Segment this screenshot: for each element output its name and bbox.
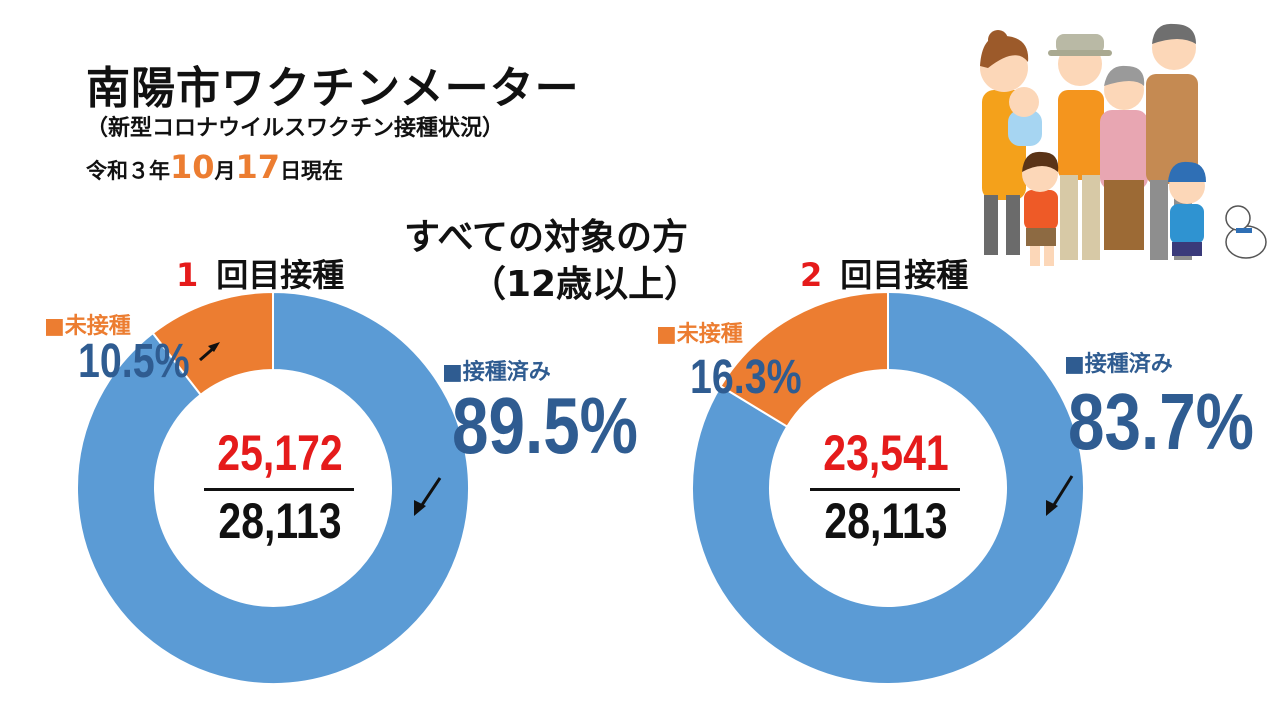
dose2-legend-vaccinated: ■接種済み (1064, 352, 1173, 377)
dose2-vaccinated-slice (691, 290, 1085, 685)
dose1-legend-unvaccinated: ■未接種 (44, 314, 131, 339)
dose2-vaccinated-arrowhead (1046, 500, 1058, 516)
target-age: （12歳以上） (470, 264, 701, 305)
dose2-unvaccinated-slice (719, 290, 889, 429)
date-suffix: 日現在 (280, 159, 344, 183)
dose1-vaccinated-pct: 89.5% (452, 381, 639, 470)
date-day: 17 (235, 148, 281, 186)
dose1-unvaccinated-arrowhead (208, 342, 220, 352)
date-month: 10 (170, 148, 215, 186)
dose2-unvaccinated-pct: 16.3% (690, 351, 802, 404)
dose2-fraction-line (810, 488, 960, 491)
dose1-legend-vaccinated: ■接種済み (442, 360, 551, 385)
dose1-total-count: 28,113 (218, 493, 342, 549)
dose2-legend-unvaccinated: ■未接種 (656, 322, 743, 347)
dose1-number: 1 (176, 256, 199, 294)
target-heading: すべての対象の方 (404, 217, 689, 258)
dose2-title-text: 回目接種 (840, 256, 969, 294)
as-of-date: 令和３年10月17日現在 (86, 148, 343, 186)
dose2-vaccinated-arrow (1050, 475, 1074, 509)
dose2-title: 2 回目接種 (800, 250, 968, 296)
dose1-vaccinated-arrow (418, 477, 442, 509)
family-illustration (980, 23, 1267, 266)
dose1-title-text: 回目接種 (216, 256, 345, 294)
dose1-title: 1 回目接種 (176, 250, 344, 296)
dose1-unvaccinated-slice (151, 290, 274, 397)
dose1-unvaccinated-pct: 10.5% (78, 335, 190, 388)
dose1-vaccinated-slice (76, 290, 470, 685)
dose1-vaccinated-arrowhead (414, 500, 426, 516)
page-subtitle: （新型コロナウイルスワクチン接種状況） (86, 116, 505, 141)
date-month-unit: 月 (214, 159, 236, 183)
dose2-vaccinated-pct: 83.7% (1068, 377, 1255, 466)
page-title: 南陽市ワクチンメーター (86, 63, 580, 114)
dose1-fraction-line (204, 488, 354, 491)
dose1-donut (76, 290, 470, 685)
dose1-vaccinated-count: 25,172 (217, 425, 343, 481)
date-prefix: 令和３年 (86, 159, 170, 183)
dose2-donut (691, 290, 1085, 685)
dose2-total-count: 28,113 (824, 493, 948, 549)
dose2-vaccinated-count: 23,541 (823, 425, 949, 481)
dose2-number: 2 (800, 256, 823, 294)
